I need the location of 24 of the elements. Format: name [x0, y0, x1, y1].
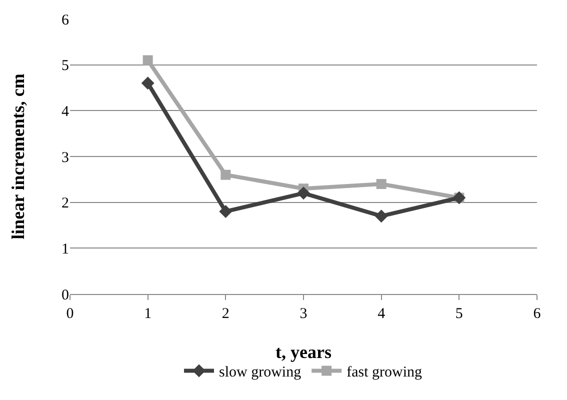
point — [376, 179, 386, 189]
y-tick-label: 3 — [62, 150, 69, 166]
point — [142, 55, 153, 66]
x-tick-label: 5 — [455, 306, 463, 322]
point — [219, 205, 232, 218]
x-tick-label: 1 — [144, 306, 152, 322]
x-axis-title: t, years — [276, 342, 332, 362]
y-tick-label: 4 — [62, 104, 70, 120]
y-tick-label: 6 — [62, 12, 70, 28]
y-tick-label: 0 — [62, 287, 69, 304]
point — [220, 170, 231, 180]
point — [141, 76, 154, 90]
x-tick-label: 6 — [533, 306, 542, 322]
y-tick-label: 5 — [62, 58, 69, 74]
legend-label: slow growing — [219, 364, 302, 381]
legend-label: fast growing — [346, 364, 422, 381]
point — [374, 210, 388, 223]
x-tick-label: 2 — [222, 306, 230, 322]
y-axis-title: linear increments, cm — [8, 74, 28, 240]
y-tick-label: 1 — [62, 241, 69, 258]
y-tick-label: 2 — [62, 196, 69, 212]
point — [297, 186, 310, 200]
x-tick-label: 3 — [300, 306, 308, 322]
x-tick-label: 4 — [378, 306, 386, 322]
